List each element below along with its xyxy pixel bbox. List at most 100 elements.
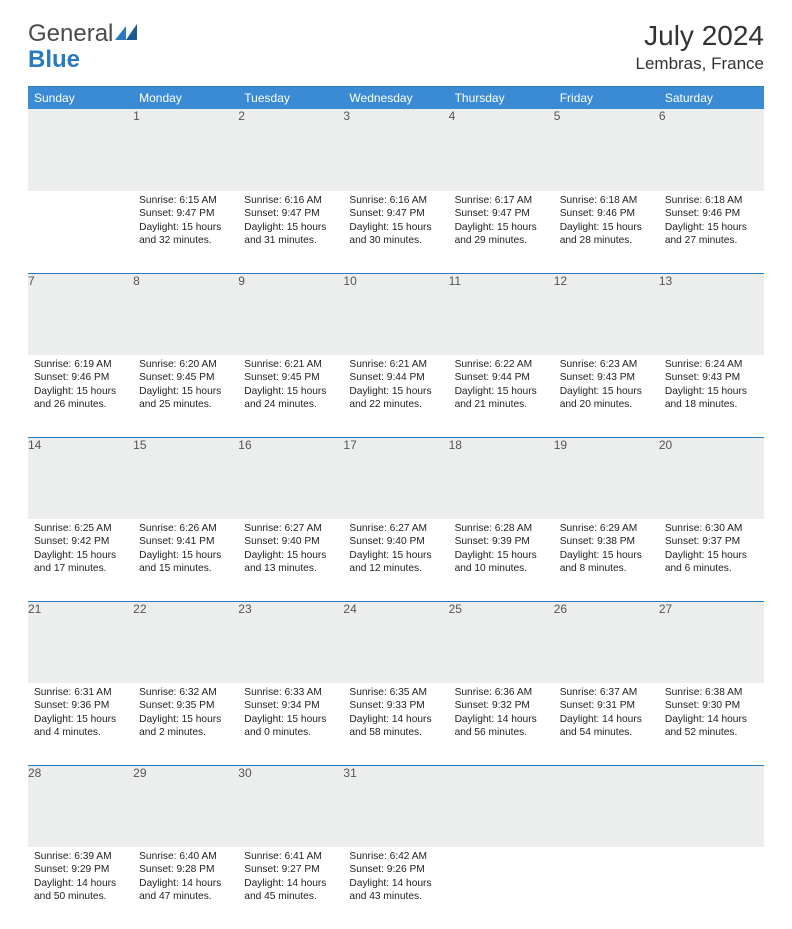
day-cell: Sunrise: 6:37 AM Sunset: 9:31 PM Daylight:… (554, 683, 659, 765)
day-cell: Sunrise: 6:21 AMSunset: 9:45 PMDaylight:… (238, 355, 343, 437)
daylight-line: Daylight: 15 hours and 2 minutes. (139, 714, 221, 738)
sunset-line: Sunset: 9:47 PM (244, 208, 319, 219)
daylight-line: Daylight: 15 hours and 10 minutes. (455, 550, 537, 574)
sunset-line: Sunset: 9:40 PM (349, 536, 424, 547)
sunset-line: Sunset: 9:45 PM (244, 372, 319, 383)
day-cell: Sunrise: 6:20 AMSunset: 9:45 PMDaylight:… (133, 355, 238, 437)
daylight-line: Daylight: 15 hours and 12 minutes. (349, 550, 431, 574)
day-cell-body: Sunrise: 6:26 AMSunset: 9:41 PMDaylight:… (133, 519, 238, 582)
day-cell: Sunrise: 6:16 AMSunset: 9:47 PMDaylight:… (343, 191, 448, 273)
sunrise-line: Sunrise: 6:21 AM (244, 359, 322, 370)
day-cell: Sunrise: 6:22 AMSunset: 9:44 PMDaylight:… (449, 355, 554, 437)
daylight-line: Daylight: 14 hours and 58 minutes. (349, 714, 431, 738)
day-cell-body: Sunrise: 6:28 AM Sunset: 9:39 PM Daylight:… (449, 519, 554, 582)
day-cell: Sunrise: 6:17 AMSunset: 9:47 PMDaylight:… (449, 191, 554, 273)
week-body-row: Sunrise: 6:25 AMSunset: 9:42 PMDaylight:… (28, 519, 764, 601)
day-number: 12 (554, 273, 659, 355)
day-header: Saturday (659, 87, 764, 109)
sunrise-line: Sunrise: 6:37 AM (560, 687, 638, 698)
sunrise-line: Sunrise: 6:24 AM (665, 359, 743, 370)
sunrise-line: Sunrise: 6:30 AM (665, 523, 743, 534)
sunrise-line: Sunrise: 6:23 AM (560, 359, 638, 370)
day-header: Wednesday (343, 87, 448, 109)
sunset-line: Sunset: 9:37 PM (665, 536, 740, 547)
day-cell-body: Sunrise: 6:27 AM Sunset: 9:40 PM Daylight:… (343, 519, 448, 582)
day-cell: Sunrise: 6:42 AMSunset: 9:26 PMDaylight:… (343, 847, 448, 929)
daylight-line: Daylight: 14 hours and 50 minutes. (34, 878, 116, 902)
day-number: 7 (28, 273, 133, 355)
daylight-line: Daylight: 15 hours and 15 minutes. (139, 550, 221, 574)
daylight-line: Daylight: 15 hours and 32 minutes. (139, 222, 221, 246)
daylight-line: Daylight: 15 hours and 18 minutes. (665, 386, 747, 410)
sunset-line: Sunset: 9:47 PM (455, 208, 530, 219)
day-cell: Sunrise: 6:31 AMSunset: 9:36 PMDaylight:… (28, 683, 133, 765)
day-cell-body: Sunrise: 6:27 AMSunset: 9:40 PMDaylight:… (238, 519, 343, 582)
sunrise-line: Sunrise: 6:27 AM (244, 523, 322, 534)
sunrise-line: Sunrise: 6:33 AM (244, 687, 322, 698)
day-number: 2 (238, 109, 343, 191)
sunset-line: Sunset: 9:42 PM (34, 536, 109, 547)
sunset-line: Sunset: 9:36 PM (34, 700, 109, 711)
day-number: 28 (28, 765, 133, 847)
day-number: 4 (449, 109, 554, 191)
week-body-row: Sunrise: 6:39 AMSunset: 9:29 PMDaylight:… (28, 847, 764, 929)
day-header-row: SundayMondayTuesdayWednesdayThursdayFrid… (28, 87, 764, 109)
day-cell: Sunrise: 6:28 AM Sunset: 9:39 PM Daylight:… (449, 519, 554, 601)
daylight-line: Daylight: 15 hours and 31 minutes. (244, 222, 326, 246)
brand-line2: Blue (28, 46, 80, 74)
day-cell-body: Sunrise: 6:21 AMSunset: 9:44 PMDaylight:… (343, 355, 448, 418)
daylight-line: Daylight: 15 hours and 4 minutes. (34, 714, 116, 738)
day-cell: Sunrise: 6:26 AMSunset: 9:41 PMDaylight:… (133, 519, 238, 601)
day-number: 8 (133, 273, 238, 355)
day-number: 17 (343, 437, 448, 519)
day-cell-body: Sunrise: 6:39 AMSunset: 9:29 PMDaylight:… (28, 847, 133, 910)
daylight-line: Daylight: 15 hours and 25 minutes. (139, 386, 221, 410)
week-daynum-row: 28293031 (28, 765, 764, 847)
day-cell: Sunrise: 6:24 AM Sunset: 9:43 PM Daylight:… (659, 355, 764, 437)
day-number: 31 (343, 765, 448, 847)
day-cell-body: Sunrise: 6:22 AMSunset: 9:44 PMDaylight:… (449, 355, 554, 418)
day-cell-body: Sunrise: 6:23 AMSunset: 9:43 PMDaylight:… (554, 355, 659, 418)
day-cell: Sunrise: 6:25 AMSunset: 9:42 PMDaylight:… (28, 519, 133, 601)
day-cell-body: Sunrise: 6:42 AMSunset: 9:26 PMDaylight:… (343, 847, 448, 910)
day-number: 27 (659, 601, 764, 683)
day-cell-body: Sunrise: 6:25 AMSunset: 9:42 PMDaylight:… (28, 519, 133, 582)
sunrise-line: Sunrise: 6:21 AM (349, 359, 427, 370)
daylight-line: Daylight: 14 hours and 54 minutes. (560, 714, 642, 738)
sunset-line: Sunset: 9:32 PM (455, 700, 530, 711)
daylight-line: Daylight: 14 hours and 45 minutes. (244, 878, 326, 902)
day-cell: Sunrise: 6:38 AMSunset: 9:30 PMDaylight:… (659, 683, 764, 765)
day-cell-body: Sunrise: 6:38 AMSunset: 9:30 PMDaylight:… (659, 683, 764, 746)
day-number: 30 (238, 765, 343, 847)
day-header: Friday (554, 87, 659, 109)
sunset-line: Sunset: 9:29 PM (34, 864, 109, 875)
sunset-line: Sunset: 9:43 PM (665, 372, 740, 383)
daylight-line: Daylight: 14 hours and 56 minutes. (455, 714, 537, 738)
day-cell: Sunrise: 6:32 AMSunset: 9:35 PMDaylight:… (133, 683, 238, 765)
day-number: 20 (659, 437, 764, 519)
sunrise-line: Sunrise: 6:15 AM (139, 195, 217, 206)
day-cell-body: Sunrise: 6:30 AMSunset: 9:37 PMDaylight:… (659, 519, 764, 582)
day-cell: Sunrise: 6:29 AMSunset: 9:38 PMDaylight:… (554, 519, 659, 601)
sunset-line: Sunset: 9:46 PM (560, 208, 635, 219)
location: Lembras, France (636, 54, 765, 74)
day-cell-body: Sunrise: 6:16 AMSunset: 9:47 PMDaylight:… (238, 191, 343, 254)
sunset-line: Sunset: 9:34 PM (244, 700, 319, 711)
day-number: 23 (238, 601, 343, 683)
sunset-line: Sunset: 9:41 PM (139, 536, 214, 547)
day-cell-body: Sunrise: 6:15 AMSunset: 9:47 PMDaylight:… (133, 191, 238, 254)
daylight-line: Daylight: 15 hours and 21 minutes. (455, 386, 537, 410)
sunrise-line: Sunrise: 6:40 AM (139, 851, 217, 862)
day-cell: Sunrise: 6:19 AMSunset: 9:46 PMDaylight:… (28, 355, 133, 437)
day-cell-body: Sunrise: 6:40 AMSunset: 9:28 PMDaylight:… (133, 847, 238, 910)
day-number: 14 (28, 437, 133, 519)
sunrise-line: Sunrise: 6:28 AM (455, 523, 533, 534)
week-body-row: Sunrise: 6:19 AMSunset: 9:46 PMDaylight:… (28, 355, 764, 437)
day-cell-body: Sunrise: 6:24 AM Sunset: 9:43 PM Daylight:… (659, 355, 764, 418)
sunset-line: Sunset: 9:31 PM (560, 700, 635, 711)
sunset-line: Sunset: 9:39 PM (455, 536, 530, 547)
calendar-table: SundayMondayTuesdayWednesdayThursdayFrid… (28, 87, 764, 929)
sunrise-line: Sunrise: 6:18 AM (665, 195, 743, 206)
brand-logo: General (28, 20, 137, 48)
sunrise-line: Sunrise: 6:27 AM (349, 523, 427, 534)
